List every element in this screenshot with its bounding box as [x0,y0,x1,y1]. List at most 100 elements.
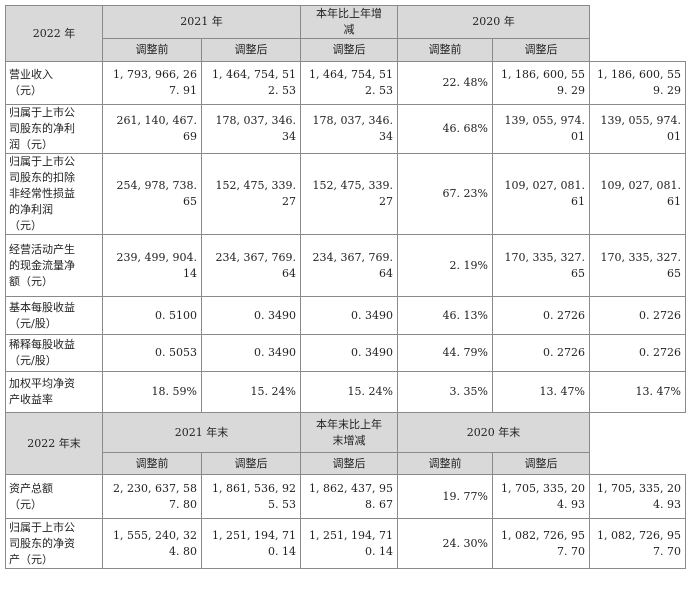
value-line: 0. 14 [268,544,296,558]
value-line: 178, 037, 346. [215,114,296,127]
header-row-end-adjust: 调整前 调整后 调整后 调整前 调整后 [6,452,686,475]
header-2021-before: 调整前 [102,38,202,62]
row-label: 营业收入 （元） [5,61,103,105]
header-2022-end: 2022 年末 [5,412,103,475]
value-2020-before: 1, 186, 600, 55 9. 29 [492,61,590,105]
table-row: 归属于上市公 司股东的净资 产（元） 1, 555, 240, 32 4. 80 1, 2… [5,518,686,569]
row-label-line: 归属于上市公 [9,106,75,119]
value-change: 22. 48% [397,61,493,105]
row-label-line: （元） [9,219,42,232]
value-line: 7. 70 [557,544,585,558]
value-line: 14 [183,266,197,280]
row-label: 基本每股收益 （元/股） [5,296,103,335]
value-2020-after: 1, 186, 600, 55 9. 29 [589,61,686,105]
header-end-change-line1: 本年末比上年 [316,417,382,431]
value-line: 1, 186, 600, 55 [501,68,585,81]
value-line: 1, 793, 966, 26 [113,68,197,81]
value-2020-after: 139, 055, 974. 01 [589,104,686,154]
row-label-line: 资产总额 [9,481,53,495]
row-label: 归属于上市公 司股东的净利 润（元） [5,104,103,154]
value-line: 0. 3490 [254,346,296,359]
value-line: 139, 055, 974. [600,114,681,127]
value-2020-after: 170, 335, 327. 65 [589,234,686,297]
header-row-years: 2022 年 2021 年 本年比上年增 减 2020 年 [5,5,686,62]
row-label-line: 润（元） [9,138,53,151]
value-2020-before: 170, 335, 327. 65 [492,234,590,297]
value-2021-after: 0. 3490 [300,296,398,335]
value-line: 0. 3490 [254,308,296,322]
value-line: 5. 53 [268,497,296,511]
value-line: 65 [667,266,681,280]
value-line: 1, 251, 194, 71 [212,528,296,542]
value-2020-after: 0. 2726 [589,296,686,335]
header-row-adjust: 调整前 调整后 调整后 调整前 调整后 [6,38,686,62]
value-line: 1, 705, 335, 20 [501,481,585,495]
value-line: 15. 24% [250,385,296,398]
row-label-line: 的净利润 [9,203,53,216]
value-change: 24. 30% [397,518,493,569]
value-line: 152, 475, 339. [312,179,393,192]
value-line: 4. 80 [169,544,197,558]
row-label-line: 营业收入 [9,68,53,81]
value-line: 64 [379,266,393,280]
table-row: 基本每股收益 （元/股） 0. 5100 0. 3490 0. 3490 46. 13% 0… [5,296,686,335]
value-change: 44. 79% [397,334,493,372]
value-line: 27 [282,195,296,208]
value-line: 4. 93 [653,497,681,511]
value-line: 2. 53 [268,84,296,97]
value-line: 0. 14 [365,544,393,558]
value-2021-before: 152, 475, 339. 27 [201,153,301,235]
value-2022: 2, 230, 637, 58 7. 80 [102,474,202,519]
value-2021-after: 178, 037, 346. 34 [300,104,398,154]
value-line: 7. 91 [169,84,197,97]
value-line: 0. 5053 [155,346,197,359]
value-2020-after: 13. 47% [589,371,686,413]
value-line: 234, 367, 769. [312,250,393,264]
value-line: 152, 475, 339. [215,179,296,192]
header-end-change-line2: 末增减 [332,433,366,447]
row-label-line: 司股东的扣除 [9,171,75,184]
row-label-line: 基本每股收益 [9,300,75,314]
row-label-line: 经营活动产生 [9,242,75,256]
value-line: 64 [282,266,296,280]
header-change-after: 调整后 [300,38,398,62]
row-label-line: 非经常性损益 [9,187,75,200]
value-2021-after: 234, 367, 769. 64 [300,234,398,297]
value-line: 0. 3490 [351,346,393,359]
header-2020-end: 2020 年末 [397,412,590,453]
value-line: 69 [183,130,197,143]
value-2022: 1, 793, 966, 26 7. 91 [102,61,202,105]
header-end-2021-before: 调整前 [102,452,202,475]
table-row: 加权平均净资 产收益率 18. 59% 15. 24% 15. 24% 3. 35% 13.… [5,371,686,413]
value-line: 34 [379,130,393,143]
value-line: 109, 027, 081. [504,179,585,192]
value-2022: 254, 978, 738. 65 [102,153,202,235]
value-line: 13. 47% [635,385,681,398]
value-2022: 0. 5053 [102,334,202,372]
row-label-line: （元/股） [9,316,57,330]
value-2020-before: 109, 027, 081. 61 [492,153,590,235]
value-line: 01 [571,130,585,143]
header-end-change-after: 调整后 [300,452,398,475]
value-2022: 1, 555, 240, 32 4. 80 [102,518,202,569]
value-line: 1, 464, 754, 51 [309,68,393,81]
row-label: 归属于上市公 司股东的扣除 非经常性损益 的净利润 （元） [5,153,103,235]
row-label-line: （元/股） [9,354,57,367]
value-line: 1, 082, 726, 95 [501,528,585,542]
row-label-line: 加权平均净资 [9,377,75,390]
value-line: 1, 464, 754, 51 [212,68,296,81]
header-change-line2: 减 [343,23,355,36]
value-line: 4. 93 [557,497,585,511]
value-line: 0. 2726 [639,346,681,359]
value-2021-after: 15. 24% [300,371,398,413]
value-line: 2. 53 [365,84,393,97]
value-2021-after: 1, 862, 437, 95 8. 67 [300,474,398,519]
value-line: 9. 29 [653,84,681,97]
value-line: 1, 186, 600, 55 [597,68,681,81]
value-line: 27 [379,195,393,208]
value-change: 46. 68% [397,104,493,154]
value-line: 1, 082, 726, 95 [597,528,681,542]
value-line: 0. 2726 [639,308,681,322]
header-row-year-end: 2022 年末 2021 年末 本年末比上年 末增减 2020 年末 [5,412,686,475]
financial-table-container: 2022 年 2021 年 本年比上年增 减 2020 年 调整前 调整后 调整… [5,5,686,569]
